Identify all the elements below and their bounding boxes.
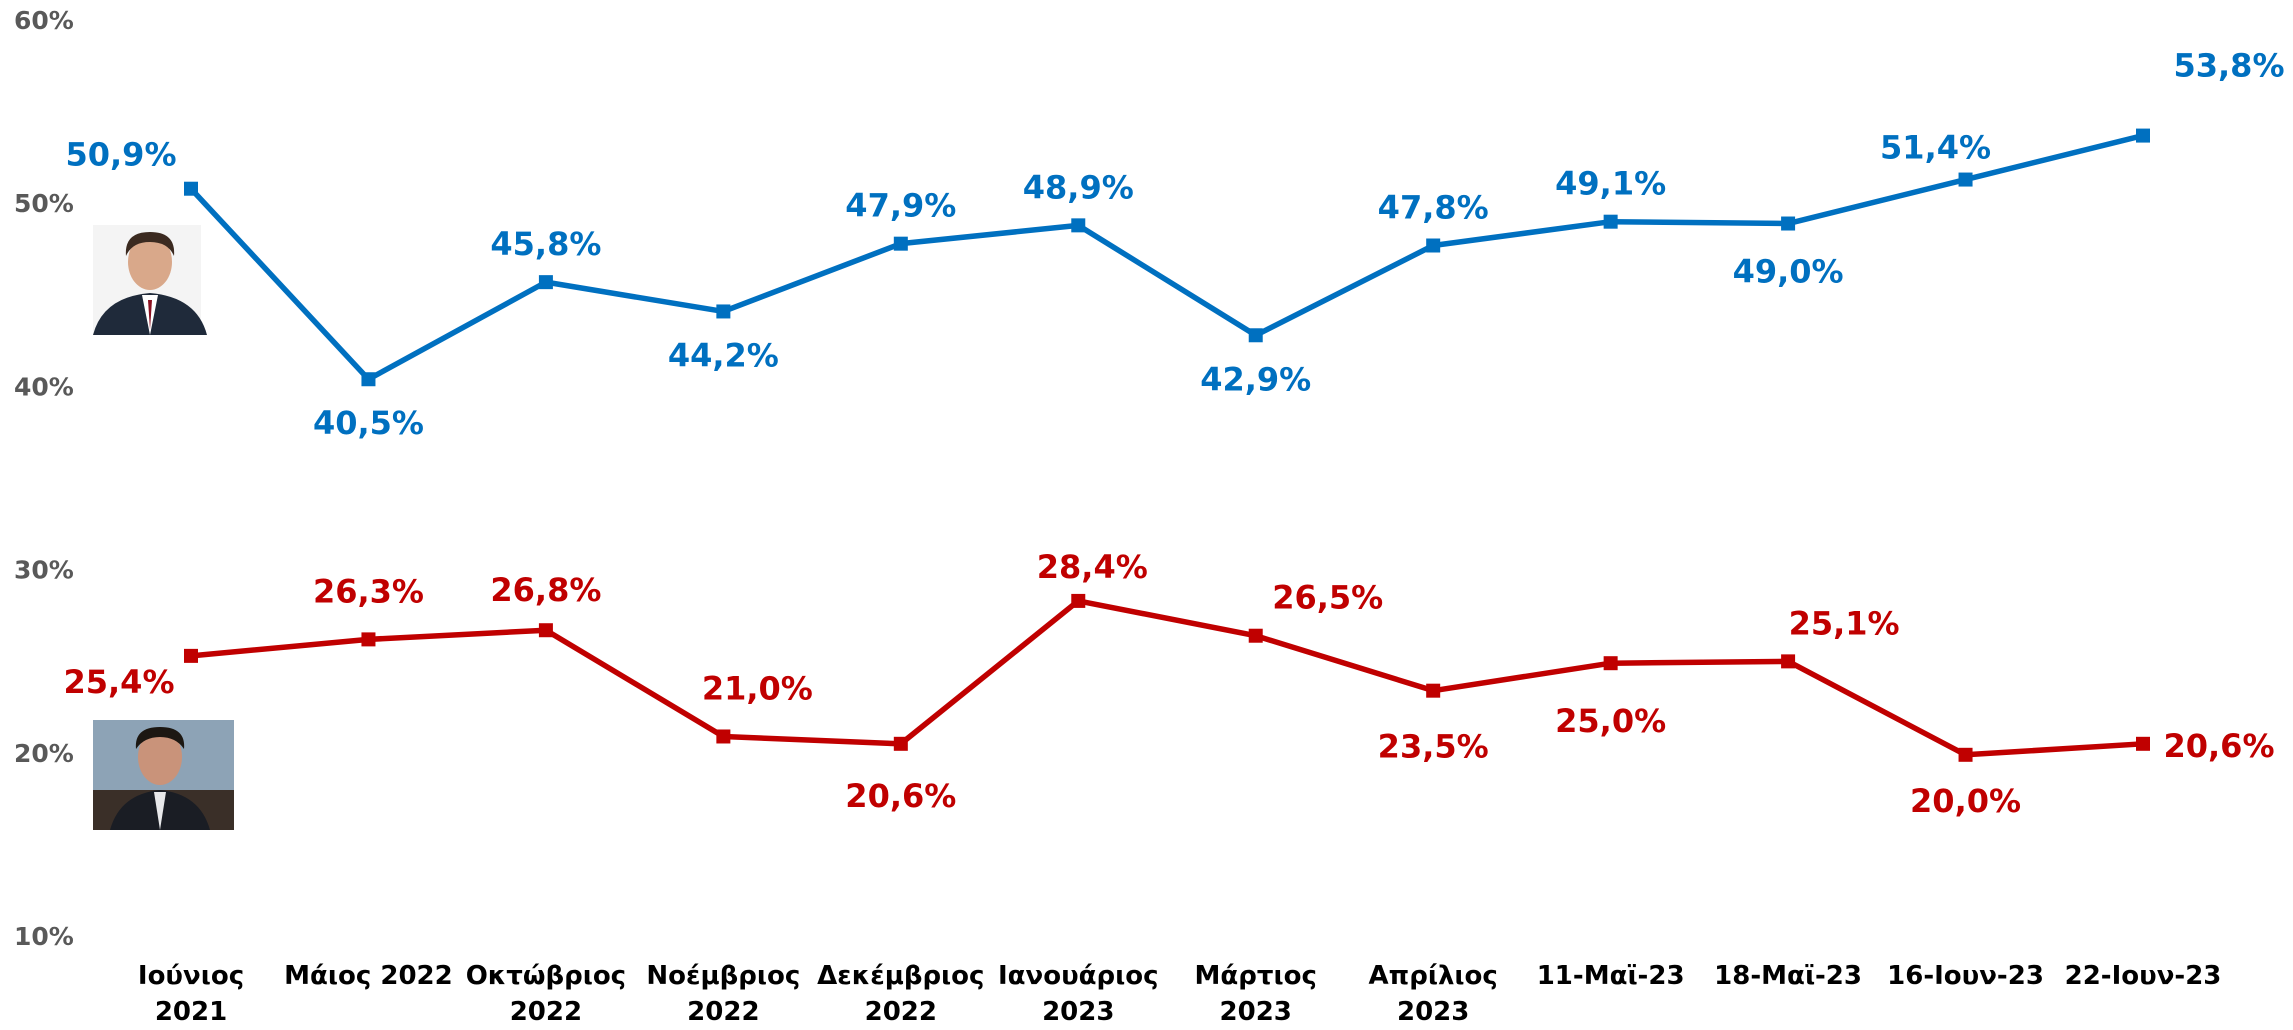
marker <box>1426 238 1441 253</box>
x-tick-label: Δεκέμβριος 2022 <box>817 961 985 1027</box>
marker <box>184 181 198 196</box>
x-tick-label: Οκτώβριος 2022 <box>465 961 627 1027</box>
value-label: 45,8% <box>490 225 601 263</box>
value-label: 26,8% <box>490 571 601 609</box>
marker <box>716 729 731 744</box>
y-tick-label: 40% <box>14 372 74 401</box>
value-label: 20,6% <box>2163 727 2274 765</box>
x-tick-label: Μάρτιος 2023 <box>1194 961 1317 1027</box>
value-label: 44,2% <box>668 336 779 374</box>
marker <box>1958 172 1973 187</box>
x-tick-label: Ιούνιος 2021 <box>137 961 245 1027</box>
value-label: 40,5% <box>313 404 424 442</box>
x-tick-label: Ιανουάριος 2023 <box>997 961 1159 1027</box>
value-label: 26,5% <box>1272 579 1383 617</box>
value-label: 49,0% <box>1733 253 1844 291</box>
x-tick-label: 11-Μαϊ-23 <box>1536 961 1685 991</box>
y-tick-label: 30% <box>14 556 74 585</box>
y-tick-label: 60% <box>14 6 74 35</box>
value-label: 53,8% <box>2173 47 2284 85</box>
value-label: 25,1% <box>1789 604 1900 642</box>
y-tick-label: 10% <box>14 922 74 951</box>
marker <box>1248 328 1263 343</box>
marker <box>184 648 198 663</box>
value-label: 26,3% <box>313 572 424 610</box>
value-label: 20,0% <box>1910 782 2021 820</box>
line <box>188 132 2144 382</box>
marker <box>1426 683 1441 698</box>
x-tick-label: 18-Μαϊ-23 <box>1714 961 1862 991</box>
marker <box>361 372 376 387</box>
value-label: 21,0% <box>702 669 813 707</box>
marker <box>1248 628 1263 643</box>
marker <box>2136 736 2150 751</box>
value-label: 25,4% <box>63 663 174 701</box>
marker <box>893 236 908 251</box>
marker <box>1603 656 1618 671</box>
photo-1 <box>93 225 207 335</box>
marker <box>716 304 731 319</box>
marker <box>1603 214 1618 229</box>
value-label: 47,8% <box>1378 189 1489 227</box>
marker <box>1781 654 1796 669</box>
marker <box>1071 593 1086 608</box>
marker <box>2136 128 2150 143</box>
marker <box>1071 218 1086 233</box>
marker <box>538 623 553 638</box>
marker <box>538 275 553 290</box>
value-label: 50,9% <box>65 136 176 174</box>
value-label: 20,6% <box>845 777 956 815</box>
value-label: 49,1% <box>1555 165 1666 203</box>
value-label: 51,4% <box>1880 129 1991 167</box>
marker <box>361 632 376 647</box>
value-label: 25,0% <box>1555 702 1666 740</box>
x-tick-label: Απρίλιος 2023 <box>1368 961 1498 1027</box>
value-label: 48,9% <box>1023 168 1134 206</box>
x-tick-label: Νοέμβριος 2022 <box>646 961 801 1027</box>
marker <box>893 736 908 751</box>
x-tick-label: 16-Ιουν-23 <box>1887 961 2044 991</box>
x-tick-label: 22-Ιουν-23 <box>2064 961 2222 991</box>
value-label: 28,4% <box>1037 548 1148 586</box>
line <box>190 598 2144 758</box>
marker <box>1958 747 1973 762</box>
value-label: 42,9% <box>1200 360 1311 398</box>
y-tick-label: 20% <box>14 739 74 768</box>
marker <box>1781 216 1796 231</box>
photo-2 <box>93 720 234 830</box>
x-tick-label: Μάιος 2022 <box>284 961 453 991</box>
value-label: 47,9% <box>845 187 956 225</box>
y-tick-label: 50% <box>14 189 74 218</box>
value-label: 23,5% <box>1378 728 1489 766</box>
